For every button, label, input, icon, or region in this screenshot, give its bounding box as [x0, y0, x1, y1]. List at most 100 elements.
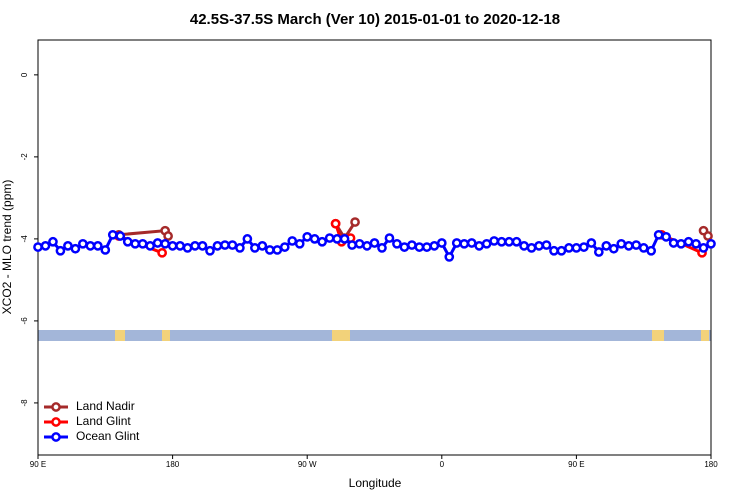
- point: [85, 241, 96, 251]
- point: [33, 242, 43, 252]
- point: [579, 242, 589, 252]
- point: [78, 238, 88, 249]
- x-tick-label: 90 E: [30, 460, 46, 469]
- legend-marker: [51, 417, 61, 427]
- point: [504, 236, 514, 247]
- point: [157, 247, 167, 258]
- point: [220, 240, 230, 250]
- point: [145, 241, 156, 251]
- point: [354, 238, 365, 249]
- point: [616, 238, 627, 249]
- point: [571, 243, 582, 253]
- point: [330, 218, 341, 229]
- point: [407, 240, 417, 250]
- point: [541, 240, 552, 250]
- point: [257, 241, 268, 251]
- x-tick-label: 180: [704, 460, 718, 469]
- point: [549, 245, 559, 256]
- point: [369, 238, 380, 248]
- point: [698, 243, 709, 253]
- point: [668, 238, 679, 248]
- point: [451, 238, 462, 248]
- point: [534, 241, 544, 251]
- y-tick-label: -6: [20, 317, 29, 325]
- point: [421, 242, 432, 252]
- point: [287, 236, 298, 246]
- point: [100, 245, 111, 255]
- x-tick-label: 90 W: [298, 460, 317, 469]
- point: [661, 231, 671, 242]
- series-line: [118, 221, 710, 241]
- point: [55, 245, 66, 256]
- y-tick-label: -8: [20, 399, 29, 407]
- point: [137, 238, 148, 249]
- point: [496, 236, 507, 247]
- point: [347, 240, 357, 250]
- legend-label: Land Nadir: [76, 399, 135, 413]
- point: [272, 245, 283, 255]
- point: [519, 241, 529, 251]
- chart-title: 42.5S-37.5S March (Ver 10) 2015-01-01 to…: [190, 11, 560, 28]
- point: [608, 243, 619, 254]
- legend-marker: [51, 402, 61, 412]
- point: [205, 245, 215, 256]
- point: [429, 241, 440, 251]
- point: [653, 229, 664, 240]
- y-tick-label: 0: [20, 72, 29, 77]
- point: [167, 241, 178, 251]
- point: [459, 238, 470, 249]
- point: [350, 217, 360, 227]
- point: [190, 241, 200, 251]
- point: [163, 231, 173, 241]
- legend-label: Land Glint: [76, 414, 131, 428]
- point: [384, 233, 395, 243]
- legend-label: Ocean Glint: [76, 429, 140, 443]
- point: [646, 245, 657, 256]
- point: [182, 243, 193, 253]
- point: [250, 243, 260, 253]
- point: [107, 229, 118, 240]
- point: [676, 238, 686, 249]
- point: [175, 241, 185, 251]
- point: [63, 241, 73, 251]
- point: [623, 241, 634, 251]
- point: [526, 243, 537, 253]
- legend-marker: [51, 432, 61, 442]
- point: [130, 238, 141, 249]
- point: [294, 238, 305, 249]
- point: [122, 236, 133, 247]
- point: [309, 234, 320, 244]
- point: [638, 243, 649, 253]
- point: [474, 241, 485, 251]
- point: [152, 238, 163, 248]
- y-axis-label: XCO2 - MLO trend (ppm): [0, 180, 14, 315]
- point: [332, 234, 342, 244]
- x-tick-label: 180: [166, 460, 180, 469]
- point: [160, 238, 170, 249]
- point: [70, 243, 81, 254]
- point: [279, 242, 290, 252]
- point: [302, 231, 313, 242]
- point: [324, 233, 335, 243]
- point: [197, 241, 208, 251]
- point: [339, 234, 350, 244]
- point: [556, 245, 567, 256]
- x-tick-label: 0: [440, 460, 445, 469]
- x-tick-label: 90 E: [568, 460, 584, 469]
- point: [466, 238, 477, 248]
- land-ocean-strip: [38, 330, 711, 341]
- y-tick-label: -2: [20, 153, 29, 161]
- point: [92, 241, 103, 251]
- point: [683, 236, 694, 247]
- point: [317, 236, 328, 247]
- point: [511, 236, 522, 247]
- point: [212, 241, 223, 251]
- point: [444, 252, 455, 262]
- point: [703, 231, 713, 241]
- point: [631, 240, 642, 250]
- point: [362, 241, 372, 251]
- point: [706, 238, 716, 249]
- point: [377, 243, 387, 253]
- point: [235, 243, 245, 253]
- y-tick-label: -4: [20, 235, 29, 243]
